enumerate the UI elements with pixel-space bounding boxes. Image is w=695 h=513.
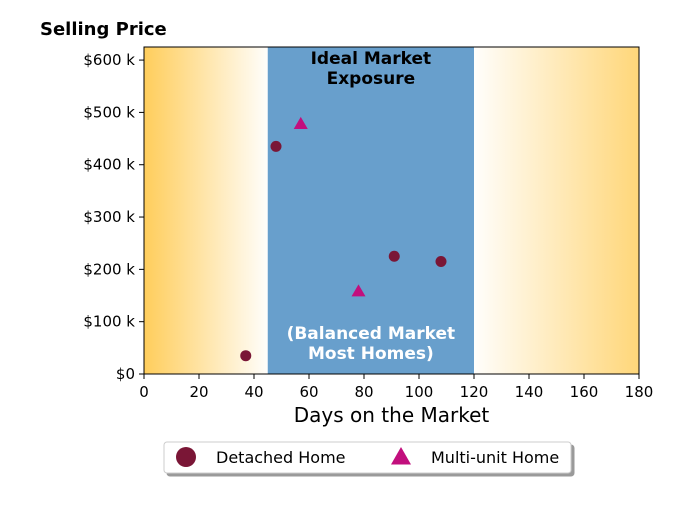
x-tick-label: 80 (354, 383, 373, 401)
y-tick-label: $100 k (83, 313, 135, 331)
legend-marker-multi-unit (391, 447, 411, 465)
ideal-range-band (267, 47, 474, 374)
x-tick-label: 20 (189, 383, 208, 401)
x-tick-label: 60 (299, 383, 318, 401)
x-tick-label: 100 (405, 383, 434, 401)
detached-home-point (270, 140, 282, 152)
detached-home-point (388, 250, 400, 262)
y-tick-label: $600 k (83, 51, 135, 69)
legend-label-detached: Detached Home (216, 448, 346, 467)
multi-unit-home-point (293, 116, 308, 129)
x-tick-label: 160 (570, 383, 599, 401)
plot-background (144, 47, 639, 374)
x-tick-label: 120 (460, 383, 489, 401)
annotation-bottom-line: Most Homes) (308, 344, 434, 364)
detached-home-point (240, 350, 252, 362)
annotation-bottom-line: (Balanced Market (287, 324, 456, 344)
plot-frame (143, 46, 640, 375)
multi-unit-home-point (351, 284, 366, 297)
gradient-region-left (144, 47, 268, 374)
x-tick-label: 140 (515, 383, 544, 401)
gradient-region-right (474, 47, 639, 374)
x-axis-label: Days on the Market (294, 403, 490, 427)
y-tick-label: $200 k (83, 260, 135, 278)
x-tick-label: 40 (244, 383, 263, 401)
y-tick-label: $300 k (83, 208, 135, 226)
y-tick-label: $0 (116, 365, 135, 383)
detached-home-point (435, 256, 447, 268)
legend-label-multi-unit: Multi-unit Home (431, 448, 559, 467)
y-axis-label: Selling Price (40, 19, 167, 40)
annotation-top-line: Exposure (327, 69, 416, 89)
y-tick-label: $400 k (83, 156, 135, 174)
legend-marker-detached (176, 447, 196, 467)
legend-box (163, 441, 572, 474)
legend: Detached Home Multi-unit Home (163, 441, 572, 474)
data-points (240, 116, 447, 362)
y-tick-label: $500 k (83, 103, 135, 121)
x-tick-label: 180 (625, 383, 654, 401)
x-tick-label: 0 (139, 383, 149, 401)
annotation-top-line: Ideal Market (311, 49, 432, 69)
axes: 0 20 40 60 80 100 120 140 160 180 $0 $100 k $200 k $3… (40, 19, 653, 427)
